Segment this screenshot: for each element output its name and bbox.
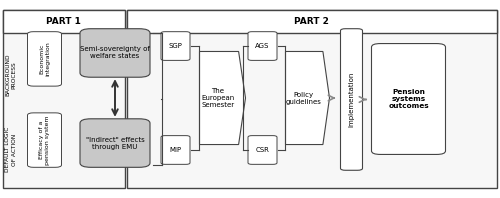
Text: SGP: SGP: [168, 43, 182, 49]
Polygon shape: [200, 51, 246, 145]
FancyBboxPatch shape: [28, 32, 62, 86]
Text: Efficacy of a
pension system: Efficacy of a pension system: [39, 115, 50, 165]
Text: "Indirect" effects
through EMU: "Indirect" effects through EMU: [86, 137, 144, 149]
Bar: [2, 10, 125, 33]
Bar: [2, 10, 125, 188]
Text: PART 2: PART 2: [294, 17, 329, 26]
FancyBboxPatch shape: [161, 32, 190, 60]
Polygon shape: [286, 51, 330, 145]
FancyBboxPatch shape: [80, 29, 150, 77]
Text: Semi-sovereignty of
welfare states: Semi-sovereignty of welfare states: [80, 47, 150, 59]
FancyBboxPatch shape: [80, 119, 150, 167]
FancyBboxPatch shape: [248, 32, 277, 60]
Text: DEFAULT LOGIC
OF ACTION: DEFAULT LOGIC OF ACTION: [6, 127, 16, 172]
Text: Pension
systems
outcomes: Pension systems outcomes: [388, 89, 429, 109]
Text: BACKGROUND
PROCESS: BACKGROUND PROCESS: [6, 54, 16, 96]
Bar: [126, 10, 496, 33]
Text: Economic
integration: Economic integration: [39, 41, 50, 76]
Text: MIP: MIP: [170, 147, 181, 153]
Text: AGS: AGS: [256, 43, 270, 49]
Bar: [126, 10, 496, 188]
Text: Policy
guidelines: Policy guidelines: [285, 91, 321, 105]
Text: Implementation: Implementation: [348, 72, 354, 127]
FancyBboxPatch shape: [340, 29, 362, 170]
FancyBboxPatch shape: [248, 136, 277, 164]
FancyBboxPatch shape: [161, 136, 190, 164]
Text: The
European
Semester: The European Semester: [202, 88, 234, 108]
FancyBboxPatch shape: [372, 44, 446, 154]
FancyBboxPatch shape: [28, 113, 62, 167]
Text: PART 1: PART 1: [46, 17, 81, 26]
Text: CSR: CSR: [256, 147, 270, 153]
